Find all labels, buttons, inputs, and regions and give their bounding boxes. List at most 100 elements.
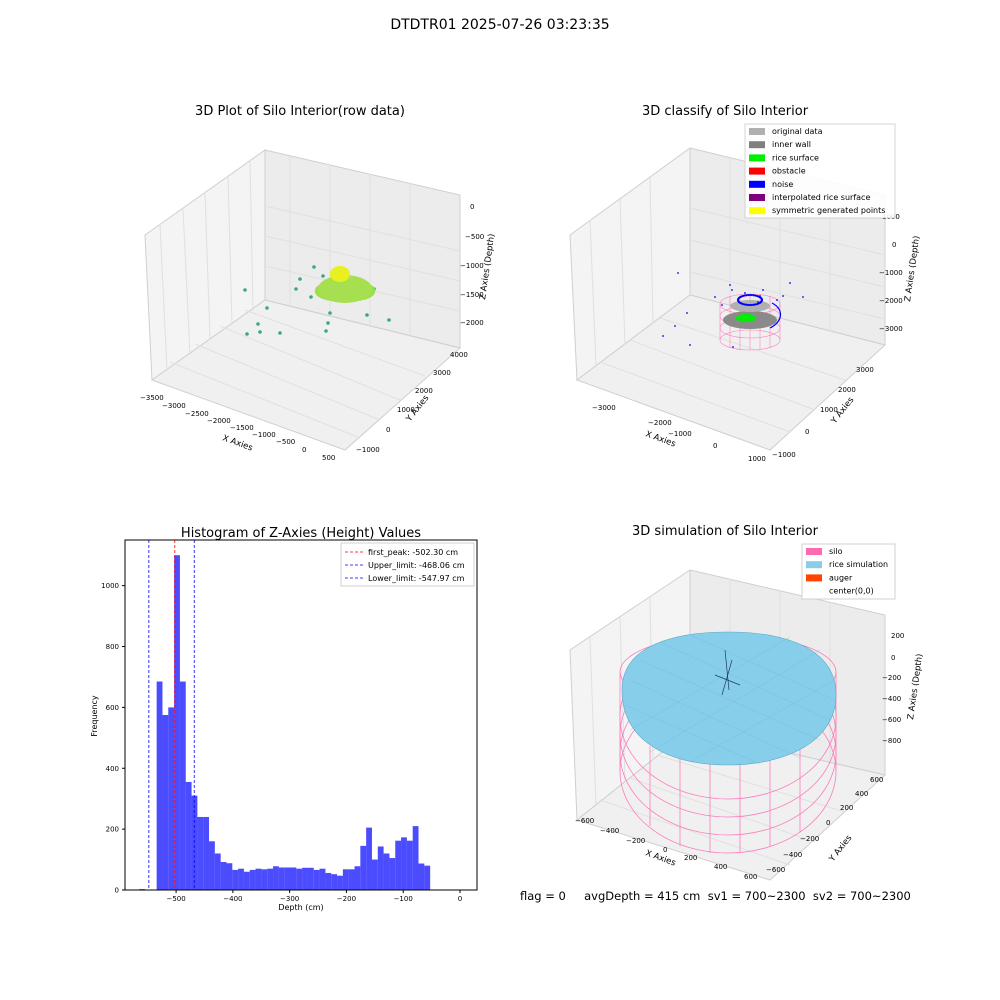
histogram-bar	[371, 859, 378, 890]
raw-cluster-top	[330, 266, 350, 282]
legend-label: Lower_limit: -547.97 cm	[368, 574, 465, 583]
histogram-chart: Histogram of Z-Axies (Height) Values −50…	[90, 526, 478, 912]
legend-swatch	[749, 194, 765, 201]
y-tick: 0	[805, 428, 809, 436]
y-tick: −1000	[772, 451, 796, 459]
simulation-legend: silo rice simulation auger center(0,0)	[801, 543, 896, 600]
raw-point	[387, 318, 391, 322]
rice-simulation-surface	[621, 631, 837, 766]
histogram-bar	[185, 781, 192, 890]
y-tick-label: 1000	[101, 582, 119, 590]
legend-swatch	[749, 154, 765, 162]
raw-point	[265, 306, 269, 310]
histogram-bar	[168, 707, 175, 890]
histogram-bar	[267, 868, 274, 890]
y-tick-label: 800	[106, 643, 119, 651]
histogram-bar	[389, 858, 396, 890]
histogram-bar	[238, 868, 244, 890]
histogram-bar	[243, 871, 250, 890]
z-tick: −600	[882, 716, 901, 724]
x-tick: −2500	[185, 410, 209, 418]
y-axis-label: Y Axies	[827, 833, 855, 865]
histogram-bar	[249, 869, 256, 890]
y-tick: 0	[826, 819, 830, 827]
y-axis-label: Frequency	[90, 695, 99, 737]
x-tick: 0	[302, 446, 306, 454]
x-axis-label: X Axies	[221, 433, 254, 453]
x-tick: 600	[744, 873, 757, 881]
histogram-bar	[325, 872, 332, 890]
raw-point	[245, 332, 249, 336]
noise-point	[744, 292, 746, 294]
histogram-bar	[232, 869, 239, 890]
noise-point	[752, 303, 755, 306]
histogram-bar	[337, 875, 343, 890]
noise-arc	[769, 302, 781, 329]
x-tick: 200	[684, 854, 697, 862]
legend-swatch	[749, 141, 765, 149]
noise-point	[732, 346, 734, 348]
z-tick: 0	[891, 654, 895, 662]
noise-point	[782, 295, 784, 297]
noise-point	[760, 298, 763, 301]
x-tick: −400	[600, 827, 619, 835]
y-tick: 200	[840, 804, 853, 812]
noise-point	[748, 303, 752, 307]
y-tick: 0	[386, 426, 390, 434]
y-tick: 3000	[433, 369, 451, 377]
y-tick: −400	[783, 851, 802, 859]
z-tick: −1000	[879, 269, 903, 277]
y-tick: 400	[855, 790, 868, 798]
x-tick-label: −400	[223, 895, 242, 903]
y-tick-label: 0	[115, 887, 119, 895]
histogram-bar	[290, 867, 297, 890]
legend-label: obstacle	[772, 167, 806, 176]
histogram-bar	[395, 840, 402, 890]
histogram-bar	[342, 869, 349, 890]
x-tick: −1000	[668, 430, 692, 438]
z-tick: −2000	[879, 297, 903, 305]
histogram-bar	[214, 853, 221, 890]
legend-swatch	[749, 167, 765, 175]
legend-label: original data	[772, 127, 823, 136]
y-tick: 600	[870, 776, 883, 784]
z-axis-label: Z Axies (Depth)	[906, 653, 925, 720]
figure-title: DTDTR01 2025-07-26 03:23:35	[390, 17, 610, 33]
noise-point	[731, 289, 733, 291]
histogram-legend: first_peak: -502.30 cm Upper_limit: -468.…	[340, 542, 475, 587]
raw-point	[321, 274, 325, 278]
y-tick: −600	[766, 866, 785, 874]
y-tick: −1000	[356, 446, 380, 454]
raw-point	[309, 295, 313, 299]
legend-swatch	[806, 548, 822, 555]
histogram-bar	[313, 869, 320, 890]
histogram-bar	[174, 555, 180, 890]
panel-title-simulation: 3D simulation of Silo Interior	[632, 524, 818, 539]
histogram-bar	[377, 846, 384, 890]
noise-point	[754, 303, 757, 306]
noise-point	[750, 303, 753, 307]
simulation-3d-plot: −600 −400 −200 0 200 400 600 −600 −400 −…	[569, 543, 925, 881]
x-tick: −3000	[592, 404, 616, 412]
legend-swatch	[749, 207, 765, 215]
histogram-bar	[296, 868, 303, 890]
noise-point	[677, 272, 679, 274]
histogram-bar	[401, 837, 407, 890]
histogram-bar	[255, 868, 262, 890]
z-tick: −3000	[879, 325, 903, 333]
legend-label: rice surface	[772, 153, 819, 162]
noise-point	[686, 312, 688, 314]
x-tick: −2000	[648, 419, 672, 427]
histogram-bar	[226, 863, 233, 890]
y-tick: 4000	[450, 351, 468, 359]
legend-label: inner wall	[772, 140, 811, 149]
legend-label: Upper_limit: -468.06 cm	[368, 561, 465, 570]
z-tick: −400	[882, 695, 901, 703]
status-footer: flag = 0 avgDepth = 415 cm sv1 = 700~230…	[520, 889, 911, 903]
noise-point	[750, 293, 753, 297]
histogram-bar	[220, 862, 227, 890]
legend-label: symmetric generated points	[772, 206, 885, 215]
legend-label: center(0,0)	[829, 587, 874, 596]
x-tick-label: −200	[337, 895, 356, 903]
legend-swatch	[749, 128, 765, 135]
